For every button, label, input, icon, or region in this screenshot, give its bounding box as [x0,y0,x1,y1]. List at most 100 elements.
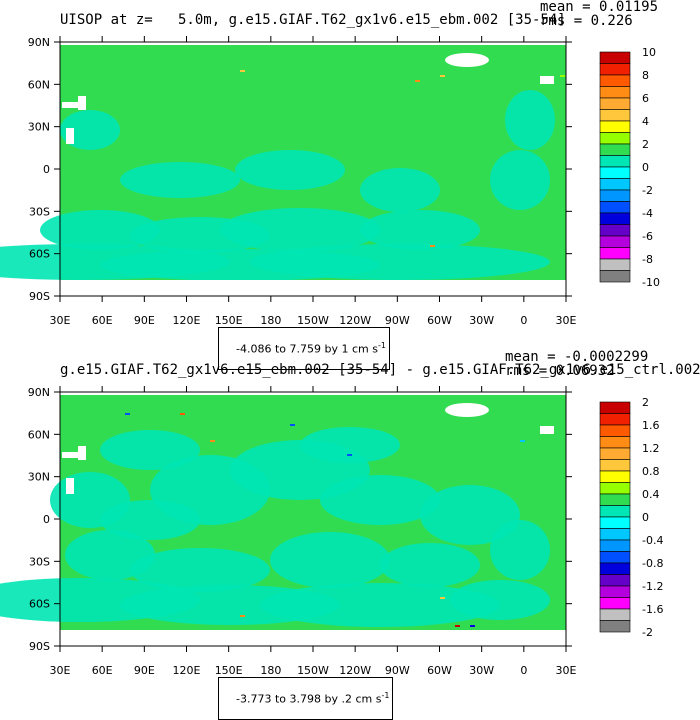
anomaly-speck [440,597,445,599]
land-mask [62,102,78,108]
colorbar-swatch [599,270,631,283]
polar-mask [60,630,566,646]
anomaly-region [420,485,520,545]
lon-label: 90E [134,314,155,327]
lon-label: 60W [427,664,452,677]
colorbar-label: 1.2 [642,442,660,455]
colorbar-swatch [599,608,631,621]
anomaly-speck [347,454,352,456]
lon-label: 30W [469,664,494,677]
lon-label: 180 [260,314,281,327]
colorbar-swatch [599,51,631,64]
colorbar-swatch [599,585,631,598]
colorbar-swatch [599,401,631,414]
lat-label: 0 [43,163,50,176]
anomaly-speck [240,615,245,617]
anomaly-speck [520,440,525,442]
lat-label: 30S [29,205,50,218]
top-panel: UISOP at z= 5.0m, g.e15.GIAF.T62_gx1v6.e… [0,0,700,370]
lon-label: 120W [339,664,371,677]
colorbar-swatch [599,528,631,541]
top-colorbar: 10 8 6 4 2 0 -2 -4 -6 -8 -10 [599,46,660,289]
anomaly-speck [240,70,245,72]
anomaly-region [360,210,480,250]
anomaly-region [235,150,345,190]
land-mask [66,478,74,494]
lat-label: 90N [28,386,50,399]
lat-label: 0 [43,513,50,526]
lat-label: 30S [29,555,50,568]
colorbar-swatch [599,201,631,214]
anomaly-region [260,583,500,627]
polar-mask [60,280,566,296]
colorbar-swatch [599,470,631,483]
colorbar-swatch [599,493,631,506]
anomaly-region [250,244,550,280]
land-mask [66,128,74,144]
colorbar-swatch [599,109,631,122]
lat-label: 90S [29,290,50,303]
colorbar-swatch [599,413,631,426]
top-rms-text: rms = 0.226 [540,13,633,29]
lat-label: 30N [28,471,50,484]
lon-label: 150E [215,314,243,327]
anomaly-region [320,475,440,525]
lon-label: 60W [427,314,452,327]
colorbar-label: -10 [642,276,660,289]
lon-label: 30E [50,314,71,327]
polar-mask [60,42,566,45]
colorbar-swatch [599,424,631,437]
lon-label: 60E [92,664,113,677]
top-range-text: -4.086 to 7.759 by 1 cm s [236,342,378,356]
colorbar-swatch [599,258,631,271]
colorbar-swatch [599,120,631,133]
lon-label: 30E [50,664,71,677]
lon-label: 120E [173,664,201,677]
lon-label: 90W [385,314,410,327]
anomaly-region [360,168,440,212]
colorbar-swatch [599,436,631,449]
land-mask [445,403,489,417]
anomaly-speck [125,413,130,415]
anomaly-speck [455,625,460,627]
lat-label: 30N [28,121,50,134]
colorbar-label: 0.4 [642,488,660,501]
colorbar-label: -1.2 [642,580,663,593]
lon-label: 30E [556,664,577,677]
anomaly-speck [440,75,445,77]
colorbar-label: 2 [642,396,649,409]
colorbar-swatch [599,74,631,87]
colorbar-label: -6 [642,230,653,243]
colorbar-label: -2 [642,626,653,639]
colorbar-swatch [599,166,631,179]
anomaly-region [60,110,120,150]
anomaly-region [40,210,160,250]
colorbar-swatch [599,178,631,191]
colorbar-swatch [599,620,631,633]
top-range-unit: -1 [377,341,386,350]
colorbar-label: 0.8 [642,465,660,478]
anomaly-region [450,580,550,620]
bottom-map [0,391,567,647]
colorbar-swatch [599,212,631,225]
colorbar-label: 10 [642,46,656,59]
colorbar-swatch [599,539,631,552]
bottom-rms-text: rms = 0.06932 [505,363,615,379]
colorbar-label: -4 [642,207,653,220]
colorbar-swatch [599,97,631,110]
lat-label: 60S [29,248,50,261]
colorbar-label: -0.8 [642,557,663,570]
land-mask [78,446,86,460]
land-mask [445,53,489,67]
lat-label: 90S [29,640,50,653]
anomaly-region [490,150,550,210]
lon-label: 180 [260,664,281,677]
colorbar-swatch [599,63,631,76]
anomaly-region [380,543,480,587]
anomaly-region [130,548,270,592]
anomaly-region [220,208,380,252]
